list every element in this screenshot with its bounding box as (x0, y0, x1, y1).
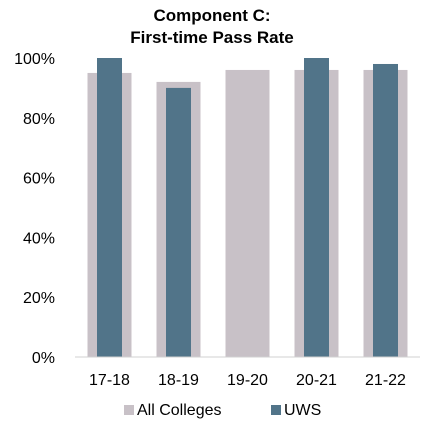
legend-item-all-colleges-label: All Colleges (137, 402, 221, 419)
uws-bars (97, 58, 398, 358)
all-colleges-bars (87, 69, 408, 358)
legend-item-uws-label: UWS (284, 402, 321, 419)
uws-bar (166, 87, 191, 358)
uws-bar (97, 58, 122, 357)
y-tick-label: 80% (23, 111, 55, 128)
uws-bar (304, 58, 329, 357)
legend-item-all-colleges-swatch (124, 405, 134, 415)
x-axis-tick-labels: 17-18 18-19 19-20 20-21 21-22 (89, 372, 406, 389)
y-tick-label: 20% (23, 290, 55, 307)
legend: All Colleges UWS (124, 402, 321, 419)
all-colleges-bar (225, 69, 270, 358)
chart-title-line-1: Component C: (153, 6, 270, 25)
x-tick-label: 18-19 (158, 372, 199, 389)
y-tick-label: 40% (23, 230, 55, 247)
y-axis-tick-labels: 0% 20% 40% 60% 80% 100% (14, 51, 55, 367)
uws-bar (373, 63, 398, 357)
y-tick-label: 60% (23, 171, 55, 188)
chart-title-line-2: First-time Pass Rate (130, 28, 293, 47)
x-tick-label: 19-20 (227, 372, 268, 389)
y-tick-label: 100% (14, 51, 55, 68)
legend-item-uws-swatch (271, 405, 281, 415)
x-tick-label: 20-21 (296, 372, 337, 389)
y-tick-label: 0% (32, 350, 55, 367)
x-tick-label: 21-22 (365, 372, 406, 389)
x-tick-label: 17-18 (89, 372, 130, 389)
